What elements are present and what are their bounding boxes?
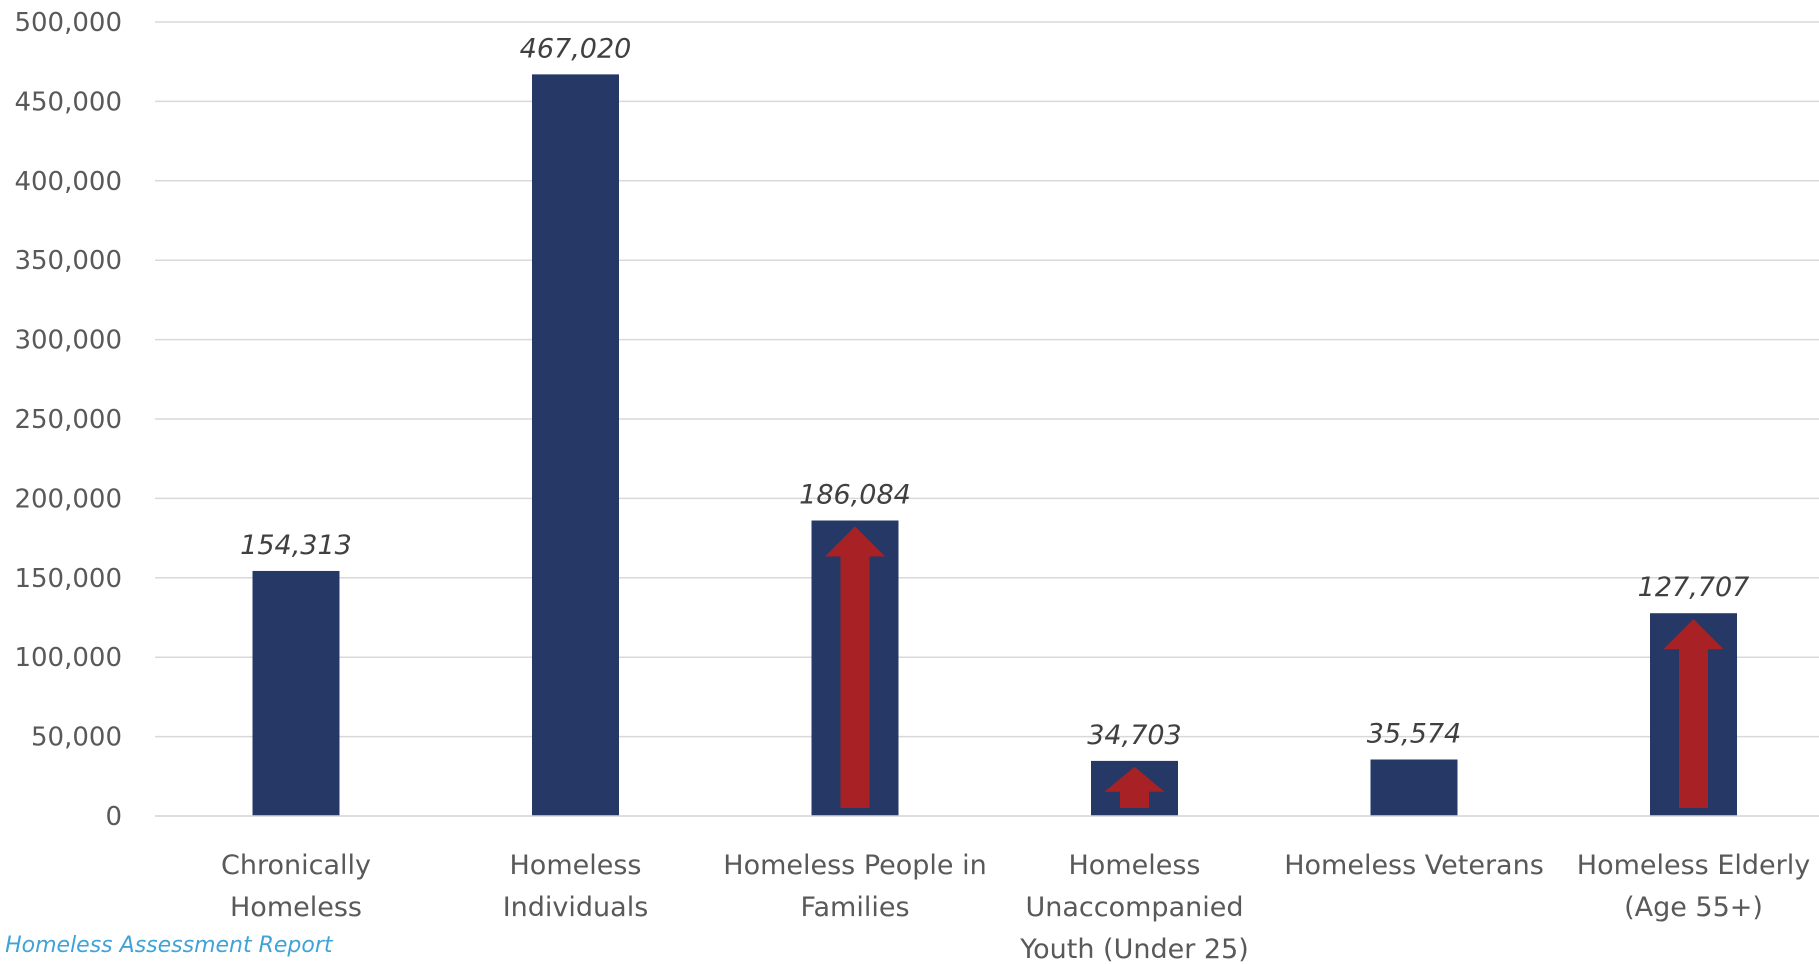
category-label: Chronically Homeless <box>221 850 371 923</box>
y-axis: 0 50,000 100,000 150,000 200,000 250,000 300,0… <box>14 8 122 832</box>
category-label: Homeless Unaccompanied Youth (Under 25) <box>1019 850 1249 964</box>
increase-arrow <box>1104 766 1165 808</box>
data-labels: 154,313 467,020 186,084 34,703 35,574 127,707 <box>240 33 1749 751</box>
y-tick-label: 0 <box>105 802 122 832</box>
source-note: l Homeless Assessment Report <box>0 933 333 958</box>
category-label-line: Individuals <box>503 892 649 923</box>
increase-arrows <box>825 526 1724 808</box>
y-tick-label: 450,000 <box>14 87 122 117</box>
data-label: 186,084 <box>799 479 911 510</box>
category-label-line: (Age 55+) <box>1624 892 1763 923</box>
y-tick-label: 200,000 <box>14 484 122 514</box>
category-label: Homeless People in Families <box>723 850 986 923</box>
category-label-line: Unaccompanied <box>1026 892 1244 923</box>
bar <box>1370 759 1458 816</box>
y-tick-label: 100,000 <box>14 643 122 673</box>
y-tick-label: 500,000 <box>14 8 122 38</box>
category-label-line: Homeless Veterans <box>1284 850 1544 881</box>
data-label: 154,313 <box>240 530 352 561</box>
y-tick-label: 400,000 <box>14 167 122 197</box>
y-tick-label: 50,000 <box>31 723 122 753</box>
category-label-line: Homeless People in <box>723 850 986 881</box>
data-label: 127,707 <box>1638 572 1750 603</box>
y-tick-label: 150,000 <box>14 564 122 594</box>
data-label: 467,020 <box>520 33 632 64</box>
y-tick-label: 300,000 <box>14 326 122 356</box>
increase-arrow <box>825 526 885 808</box>
category-label-line: Youth (Under 25) <box>1019 934 1249 964</box>
category-label-line: Homeless <box>230 892 362 923</box>
category-label: Homeless Individuals <box>503 850 649 923</box>
data-label: 35,574 <box>1367 719 1461 750</box>
category-label-line: Homeless <box>1069 850 1201 881</box>
bar <box>252 570 340 816</box>
category-label: Homeless Veterans <box>1284 850 1544 881</box>
data-label: 34,703 <box>1087 720 1181 751</box>
gridlines <box>155 21 1819 817</box>
bar <box>532 74 619 816</box>
category-label-line: Homeless Elderly <box>1577 850 1810 881</box>
category-label-line: Homeless <box>510 850 642 881</box>
y-tick-label: 250,000 <box>14 405 122 435</box>
category-label-line: Chronically <box>221 850 371 881</box>
bars <box>252 74 1737 816</box>
y-tick-label: 350,000 <box>14 246 122 276</box>
category-label-line: Families <box>800 892 909 923</box>
category-label: Homeless Elderly (Age 55+) <box>1577 850 1810 923</box>
increase-arrow <box>1663 619 1724 808</box>
